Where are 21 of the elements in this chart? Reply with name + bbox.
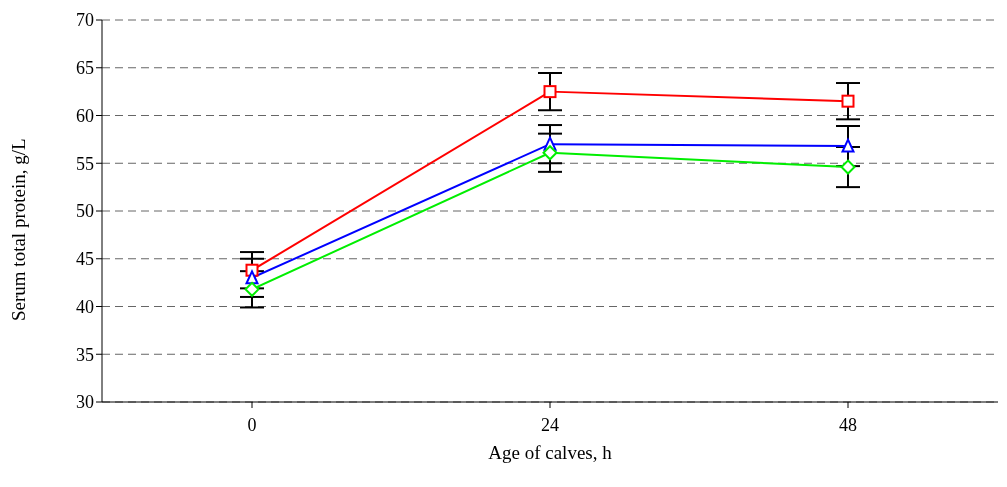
y-tick-label: 40 xyxy=(76,296,94,317)
y-tick-label: 55 xyxy=(76,153,94,174)
point xyxy=(543,85,557,99)
x-tick-label: 0 xyxy=(247,414,257,435)
point xyxy=(244,281,260,297)
y-tick-label: 65 xyxy=(76,58,94,79)
point xyxy=(542,145,558,161)
point xyxy=(245,270,259,285)
point xyxy=(840,159,856,175)
x-tick-label: 24 xyxy=(541,414,559,435)
point xyxy=(841,94,855,108)
y-tick-label: 70 xyxy=(76,10,94,31)
y-tick-label: 50 xyxy=(76,201,94,222)
y-tick-label: 45 xyxy=(76,249,94,270)
y-tick-label: 30 xyxy=(76,392,94,413)
y-axis-title: Serum total protein, g/L xyxy=(7,138,29,321)
y-tick-label: 60 xyxy=(76,105,94,126)
y-tick-label: 35 xyxy=(76,344,94,365)
point xyxy=(841,138,855,153)
x-tick-label: 48 xyxy=(839,414,857,435)
x-axis-title: Age of calves, h xyxy=(488,442,613,464)
